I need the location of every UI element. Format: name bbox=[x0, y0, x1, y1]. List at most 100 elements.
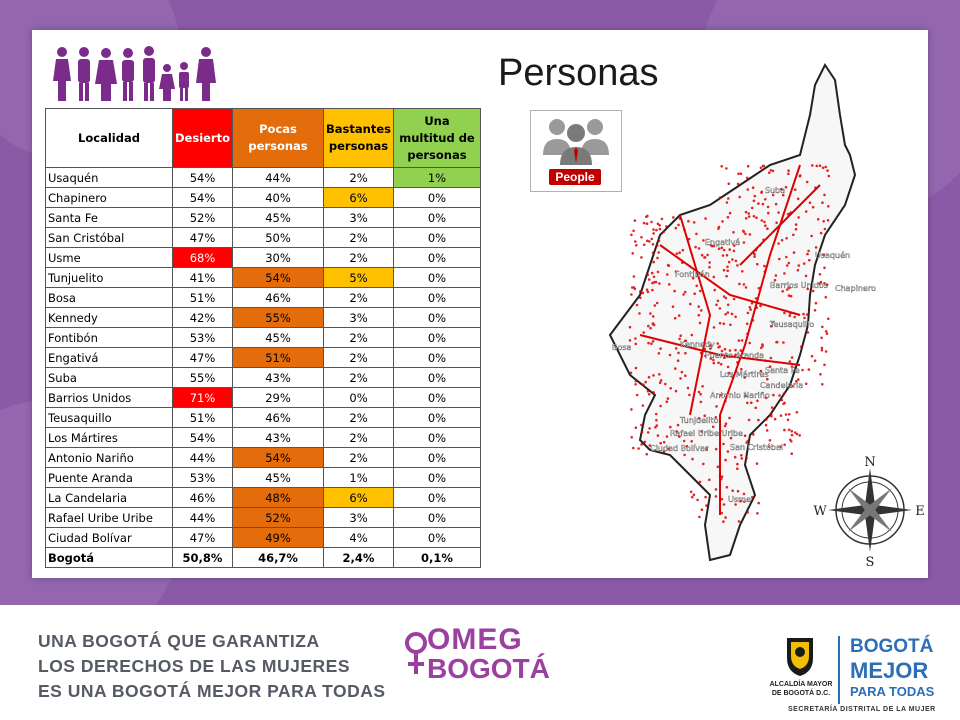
map-dot bbox=[755, 462, 759, 465]
map-dot bbox=[656, 256, 659, 260]
table-cell: 55% bbox=[232, 307, 325, 328]
people-family-icon bbox=[53, 46, 216, 101]
map-dot bbox=[659, 404, 662, 408]
localidad-name: Kennedy bbox=[45, 307, 173, 328]
map-dot bbox=[642, 383, 645, 386]
map-dot bbox=[771, 169, 775, 173]
map-dot bbox=[694, 245, 697, 249]
map-dot bbox=[806, 331, 810, 334]
map-dot bbox=[648, 427, 651, 430]
map-dot bbox=[782, 392, 786, 396]
bogota-mejor-line3: PARA TODAS bbox=[850, 684, 935, 699]
map-dot bbox=[726, 215, 730, 219]
map-dot bbox=[820, 348, 824, 352]
map-dot bbox=[787, 294, 791, 297]
logo-divider bbox=[838, 636, 840, 704]
localidad-name: Bosa bbox=[45, 287, 173, 308]
map-dot bbox=[723, 356, 726, 360]
map-dot bbox=[781, 193, 785, 197]
map-dot bbox=[648, 240, 651, 243]
map-dot bbox=[782, 402, 785, 406]
map-dot bbox=[669, 387, 672, 390]
map-dot bbox=[761, 202, 765, 206]
table-cell: 0% bbox=[392, 307, 481, 328]
map-dot bbox=[709, 347, 712, 350]
map-dot bbox=[769, 324, 773, 328]
table-cell: 0% bbox=[392, 347, 481, 368]
map-dot bbox=[723, 347, 727, 351]
map-dot bbox=[793, 431, 797, 434]
map-dot bbox=[757, 501, 760, 505]
map-dot bbox=[634, 379, 638, 383]
table-cell: 4% bbox=[323, 527, 394, 548]
map-dot bbox=[681, 248, 685, 252]
map-dot bbox=[718, 307, 722, 310]
total-cell: 46,7% bbox=[232, 547, 325, 568]
map-dot bbox=[691, 277, 695, 280]
map-dot bbox=[785, 237, 788, 240]
map-dot bbox=[729, 436, 733, 440]
map-dot bbox=[697, 390, 701, 394]
table-cell: 2% bbox=[323, 227, 394, 248]
map-dot bbox=[632, 446, 635, 450]
map-dot bbox=[747, 212, 750, 215]
map-dot bbox=[674, 347, 678, 350]
map-dot bbox=[697, 417, 701, 420]
map-dot bbox=[722, 503, 726, 506]
map-dot bbox=[629, 371, 633, 375]
localidad-name: Usaquén bbox=[45, 167, 173, 188]
table-cell: 42% bbox=[171, 307, 234, 328]
map-dot bbox=[756, 399, 759, 403]
map-dot bbox=[708, 261, 711, 264]
table-cell: 0% bbox=[323, 387, 394, 408]
table-row: Suba 55% 43% 2% 0% bbox=[45, 367, 481, 388]
map-dot bbox=[826, 219, 830, 222]
map-dot bbox=[780, 398, 784, 402]
table-cell: 3% bbox=[323, 307, 394, 328]
table-row: Barrios Unidos 71% 29% 0% 0% bbox=[45, 387, 481, 408]
map-dot bbox=[719, 393, 723, 397]
map-dot bbox=[726, 450, 730, 453]
map-dot bbox=[811, 164, 814, 167]
map-label-fontibon: Fontibón bbox=[675, 269, 710, 279]
map-dot bbox=[650, 342, 653, 346]
table-cell: 0% bbox=[392, 227, 481, 248]
people-group-icon bbox=[543, 119, 609, 165]
map-dot bbox=[644, 380, 647, 384]
map-dot bbox=[655, 228, 658, 232]
table-cell: 0% bbox=[392, 427, 481, 448]
map-dot bbox=[674, 389, 678, 393]
map-dot bbox=[764, 198, 767, 201]
map-dot bbox=[657, 239, 661, 243]
footer-slogan-line3: ES UNA BOGOTÁ MEJOR PARA TODAS bbox=[38, 681, 386, 701]
map-dot bbox=[804, 274, 808, 278]
table-cell: 0% bbox=[392, 487, 481, 508]
map-dot bbox=[716, 465, 720, 469]
table-cell: 0% bbox=[392, 447, 481, 468]
map-dot bbox=[787, 172, 790, 176]
map-dot bbox=[768, 439, 772, 442]
table-cell: 2% bbox=[323, 447, 394, 468]
map-dot bbox=[795, 411, 799, 414]
map-dot bbox=[744, 217, 748, 220]
map-dot bbox=[757, 418, 760, 422]
map-dot bbox=[808, 258, 811, 262]
map-dot bbox=[653, 304, 657, 307]
table-header-row: Localidad Desierto Pocas personas Bastan… bbox=[45, 108, 481, 168]
localidad-name: Fontibón bbox=[45, 327, 173, 348]
map-dot bbox=[759, 304, 762, 308]
map-dot bbox=[687, 237, 691, 241]
map-dot bbox=[714, 495, 718, 498]
map-dot bbox=[737, 339, 741, 342]
map-dot bbox=[728, 349, 732, 352]
map-dot bbox=[714, 447, 718, 451]
map-dot bbox=[803, 316, 806, 320]
map-dot bbox=[771, 193, 775, 197]
map-dot bbox=[802, 262, 806, 265]
map-dot bbox=[738, 282, 741, 286]
map-dot bbox=[793, 315, 796, 319]
map-dot bbox=[731, 489, 734, 493]
map-dot bbox=[651, 243, 655, 246]
map-dot bbox=[727, 371, 731, 375]
map-dot bbox=[791, 384, 795, 388]
